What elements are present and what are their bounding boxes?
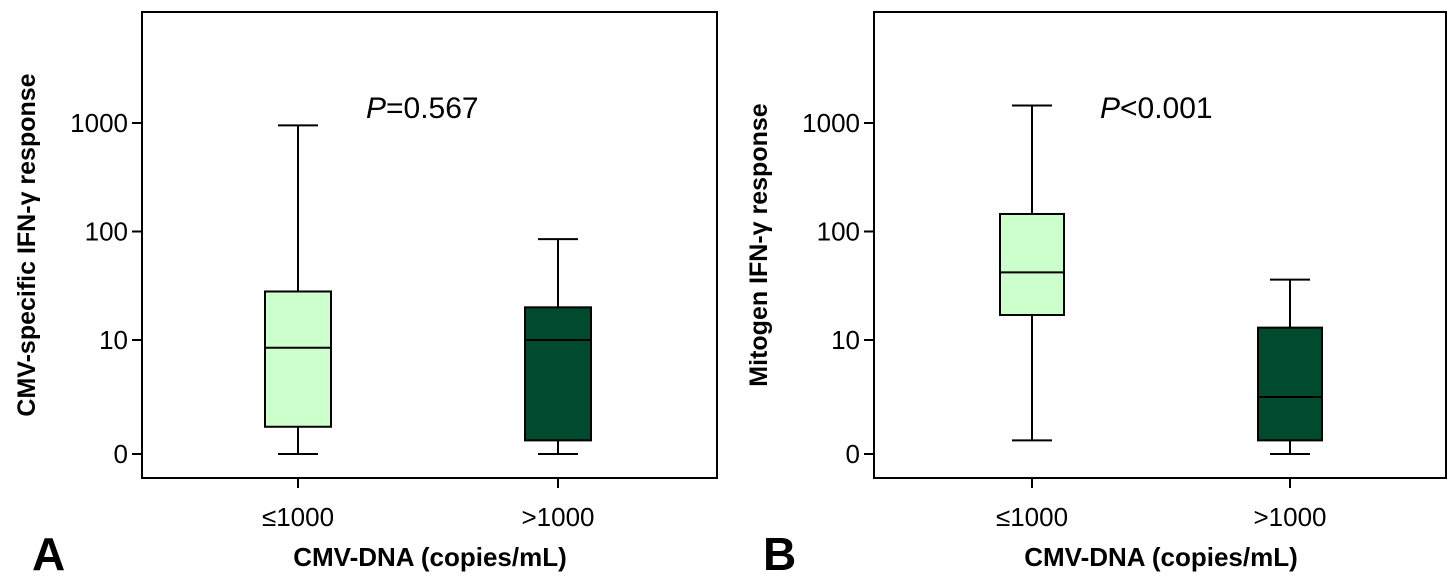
plot-frame-a <box>141 11 718 479</box>
box-b-gt1000 <box>1257 326 1323 442</box>
x-axis-label-a: CMV-DNA (copies/mL) <box>293 542 567 572</box>
y-tick-label-b: 10 <box>831 325 860 355</box>
x-ticks-a: ≤1000 >1000 <box>262 478 595 532</box>
box-a-gt1000 <box>524 306 592 442</box>
boxes-b <box>999 104 1323 455</box>
x-tick-label-a: ≤1000 <box>262 502 334 532</box>
y-tick-label-b: 100 <box>817 217 860 247</box>
y-tick-label-b: 0 <box>846 439 860 469</box>
y-tick-label-a: 10 <box>99 325 128 355</box>
panel-b: 0 10 100 1000 ≤1000 >1000 Mitogen IFN-γ resp… <box>745 11 1447 577</box>
x-ticks-b: ≤1000 >1000 <box>996 478 1327 532</box>
y-axis-label-a: CMV-specific IFN-γ response <box>13 73 41 416</box>
y-tick-label-a: 100 <box>85 217 128 247</box>
panel-a: 0 10 100 1000 ≤1000 >1000 CMV-specific IFN-γ… <box>13 11 718 577</box>
x-tick-label-b: ≤1000 <box>996 502 1068 532</box>
y-ticks-b: 0 10 100 1000 <box>802 108 874 469</box>
p-value-a: P=0.567 <box>366 92 479 125</box>
boxes-a <box>264 124 592 455</box>
y-ticks-a: 0 10 100 1000 <box>70 108 142 469</box>
x-tick-label-a: >1000 <box>521 502 594 532</box>
p-value-b: P<0.001 <box>1100 92 1213 125</box>
p-value-b-italic: P <box>1100 92 1120 125</box>
panel-label-b: B <box>763 528 796 577</box>
y-axis-label-b: Mitogen IFN-γ response <box>745 103 773 386</box>
box-b-le1000 <box>999 212 1065 316</box>
y-tick-label-b: 1000 <box>802 108 860 138</box>
p-value-a-rest: =0.567 <box>386 92 479 125</box>
y-tick-label-a: 0 <box>114 439 128 469</box>
x-tick-label-b: >1000 <box>1253 502 1326 532</box>
p-value-a-italic: P <box>366 92 386 125</box>
y-tick-label-a: 1000 <box>70 108 128 138</box>
box-a-le1000 <box>264 290 332 428</box>
panel-label-a: A <box>32 528 65 577</box>
x-axis-label-b: CMV-DNA (copies/mL) <box>1024 542 1298 572</box>
p-value-b-rest: <0.001 <box>1120 92 1213 125</box>
plot-frame-b <box>873 11 1447 479</box>
